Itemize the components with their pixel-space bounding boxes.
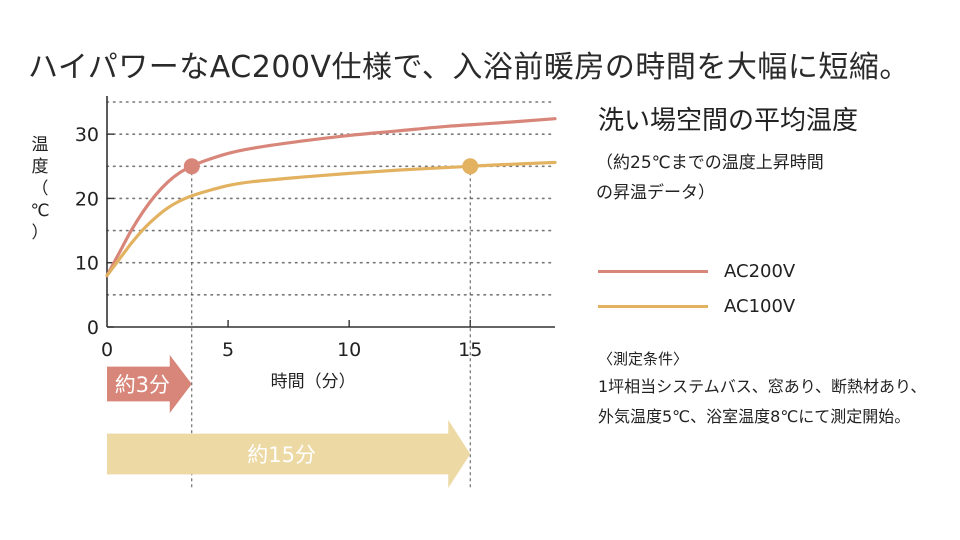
duration-label-1: 約15分 [247, 443, 316, 467]
y-tick-label-20: 20 [75, 188, 99, 210]
x-tick-label-10: 10 [337, 339, 361, 361]
y-tick-label-30: 30 [75, 124, 99, 146]
series-line-ac100v [105, 160, 557, 278]
legend-swatch-ac100v [598, 304, 708, 308]
series-line-ac200v [105, 117, 557, 278]
y-axis-title: 温度（℃） [30, 135, 49, 243]
panel-subtitle-line2: の昇温データ） [596, 183, 715, 203]
duration-arrow-0 [107, 355, 192, 413]
headline: ハイパワーなAC200V仕様で、入浴前暖房の時間を大幅に短縮。 [28, 50, 910, 85]
duration-label-0: 約3分 [115, 373, 170, 397]
x-tick-label-15: 15 [458, 339, 482, 361]
legend-item-ac200v: AC200V [598, 259, 795, 283]
x-tick-label-0: 0 [101, 339, 113, 361]
x-tick-label-5: 5 [222, 339, 234, 361]
legend-label-ac100v: AC100V [724, 295, 796, 317]
duration-arrow-1 [107, 420, 471, 488]
legend-swatch-ac200v [598, 269, 708, 273]
panel-title: 洗い場空間の平均温度 [598, 106, 859, 136]
conditions-title: 〈測定条件〉 [598, 350, 689, 368]
panel-subtitle-line1: （約25℃までの温度上昇時間 [596, 153, 824, 173]
legend-item-ac100v: AC100V [598, 294, 795, 318]
y-tick-label-0: 0 [87, 317, 99, 339]
marker-ac100v [462, 158, 479, 175]
y-tick-label-10: 10 [75, 253, 99, 275]
x-axis-title: 時間（分） [271, 372, 356, 392]
conditions-body: 1坪相当システムバス、窓あり、断熱材あり、外気温度5℃、浴室温度8℃にて測定開始… [598, 377, 927, 426]
marker-ac200v [183, 158, 200, 175]
panel-subtitle: （約25℃までの温度上昇時間 の昇温データ） [596, 148, 824, 208]
legend-label-ac200v: AC200V [724, 260, 796, 282]
